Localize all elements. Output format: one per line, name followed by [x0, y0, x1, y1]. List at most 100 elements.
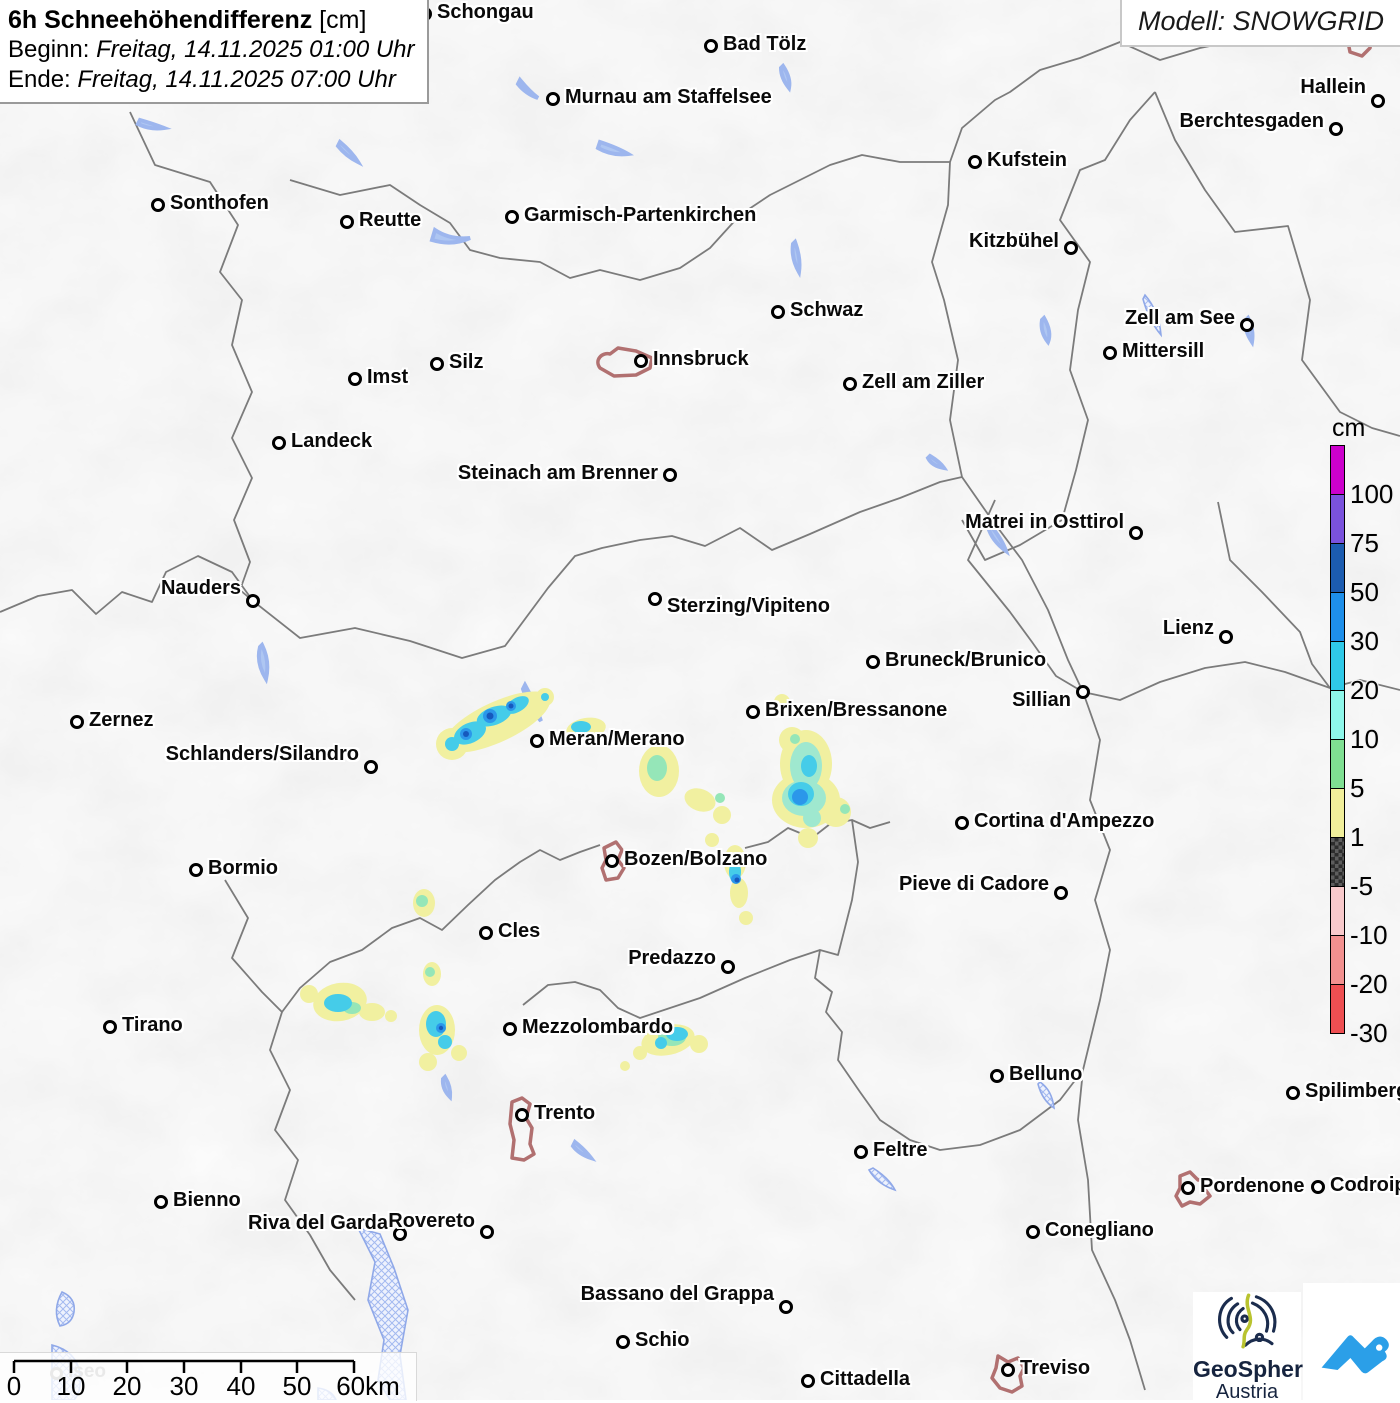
city-marker [246, 594, 260, 608]
city-label: Tirano [122, 1014, 183, 1036]
legend-value: 100 [1350, 479, 1394, 509]
city-marker [364, 760, 378, 774]
city-label: Sterzing/Vipiteno [667, 595, 830, 617]
city-marker [1329, 122, 1343, 136]
trento-boundary [508, 1096, 536, 1162]
city-label: Rovereto [388, 1210, 475, 1232]
begin-label: Beginn: [8, 36, 90, 63]
city-label: Treviso [1020, 1357, 1091, 1379]
city-label: Bienno [173, 1189, 241, 1211]
city-label: Pordenone [1200, 1175, 1305, 1197]
city-marker [1054, 886, 1068, 900]
city-label: Riva del Garda [247, 1212, 388, 1234]
city-label: Steinach am Brenner [457, 462, 658, 484]
model-label: Modell: SNOWGRID [1137, 6, 1384, 36]
city-label: Kitzbühel [969, 230, 1059, 252]
legend-value: -20 [1350, 969, 1388, 999]
city-marker [1064, 241, 1078, 255]
city-marker [1219, 630, 1233, 644]
city-label: Bozen/Bolzano [624, 848, 768, 870]
scale-bar-label: 30 [169, 1371, 199, 1401]
bozen-boundary [600, 840, 626, 882]
scale-bar-label: 0 [6, 1371, 22, 1401]
city-label: Reutte [359, 209, 422, 231]
legend-segment [1330, 592, 1345, 642]
title-text: 6h Schneehöhendifferenz [8, 6, 313, 34]
model-box: Modell: SNOWGRID [1119, 0, 1400, 47]
city-marker [151, 198, 165, 212]
city-marker [1371, 94, 1385, 108]
city-label: Codroipo [1330, 1174, 1400, 1196]
city-label: Hallein [1300, 76, 1366, 98]
city-label: Imst [367, 366, 409, 388]
legend-value: -5 [1350, 871, 1374, 901]
end-line: Ende: Freitag, 14.11.2025 07:00 Uhr [8, 65, 415, 95]
legend-value: 50 [1350, 577, 1379, 607]
city-label: Feltre [873, 1139, 928, 1161]
city-label: Zell am See [1124, 307, 1235, 329]
city-marker [771, 305, 785, 319]
city-label: Schlanders/Silandro [165, 743, 359, 765]
legend-segment [1330, 886, 1345, 936]
city-marker [648, 592, 662, 606]
city-label: Silz [449, 351, 484, 373]
scale-bar-label: 60km [336, 1371, 400, 1401]
legend-value: -10 [1350, 920, 1388, 950]
legend-bar [1330, 445, 1345, 1034]
city-marker [955, 816, 969, 830]
city-label: Zernez [89, 709, 154, 731]
scale-bar-ruler [12, 1359, 356, 1373]
city-marker [503, 1022, 517, 1036]
city-label: Belluno [1009, 1063, 1083, 1085]
legend-segment [1330, 494, 1345, 544]
end-value: Freitag, 14.11.2025 07:00 Uhr [77, 66, 396, 93]
city-label: Schongau [437, 1, 534, 23]
city-marker [663, 468, 677, 482]
title-unit: [cm] [319, 6, 367, 34]
city-marker [1181, 1181, 1195, 1195]
blue-mountain-icon [1321, 1334, 1389, 1373]
legend-segment [1330, 445, 1345, 495]
city-marker [530, 734, 544, 748]
city-marker [348, 372, 362, 386]
end-label: Ende: [8, 66, 71, 93]
city-marker [721, 960, 735, 974]
legend-segment [1330, 935, 1345, 985]
city-marker [1311, 1180, 1325, 1194]
title-box: 6h Schneehöhendifferenz [cm] Beginn: Fre… [0, 0, 429, 104]
scale-bar-label: 20 [112, 1371, 142, 1401]
legend-value: 75 [1350, 528, 1379, 558]
scale-bar-label: 50 [282, 1371, 312, 1401]
city-marker [154, 1195, 168, 1209]
city-marker [70, 715, 84, 729]
city-marker [746, 705, 760, 719]
city-label: Meran/Merano [549, 728, 685, 750]
legend-segment [1330, 543, 1345, 593]
city-marker [1286, 1086, 1300, 1100]
legend-value: 5 [1350, 773, 1365, 803]
logo-org-name: GeoSphere [1193, 1356, 1316, 1382]
legend-value: -30 [1350, 1018, 1388, 1048]
city-marker [546, 92, 560, 106]
scale-bar-label: 40 [226, 1371, 256, 1401]
legend-value: 20 [1350, 675, 1379, 705]
legend-value: 30 [1350, 626, 1379, 656]
city-label: Bormio [208, 857, 278, 879]
logo-country-name: Austria [1215, 1381, 1279, 1403]
city-marker [854, 1145, 868, 1159]
geosphere-fingerprint-icon [1218, 1293, 1277, 1349]
city-marker [801, 1374, 815, 1388]
city-marker [634, 354, 648, 368]
city-marker [393, 1227, 407, 1241]
city-marker [1001, 1363, 1015, 1377]
city-label: Cortina d'Ampezzo [974, 810, 1155, 832]
city-label: Cles [498, 920, 541, 942]
city-label: Landeck [291, 430, 373, 452]
legend-segment [1330, 690, 1345, 740]
city-label: Spilimbergo [1305, 1080, 1400, 1102]
legend-segment [1330, 984, 1345, 1034]
city-label: Cittadella [820, 1368, 911, 1390]
city-label: Berchtesgaden [1179, 110, 1325, 132]
city-label: Mezzolombardo [522, 1016, 674, 1038]
